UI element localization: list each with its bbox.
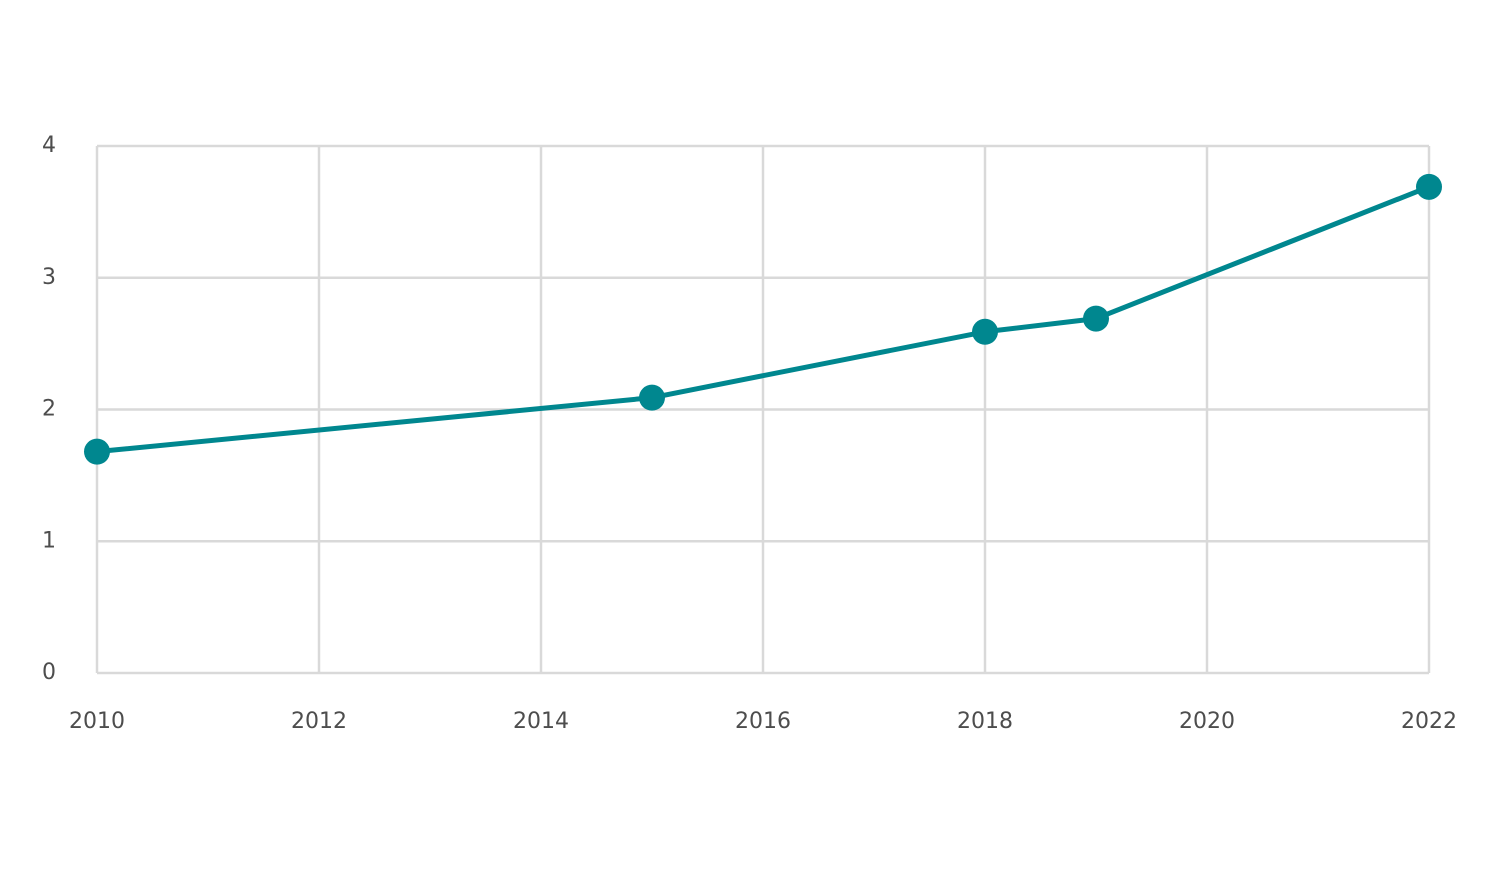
y-tick-label: 3 [42, 265, 56, 290]
y-tick-label: 2 [42, 397, 56, 422]
x-axis-ticks: 2010 2012 2014 2016 2018 2020 2022 [69, 709, 1457, 734]
x-tick-label: 2018 [957, 709, 1013, 734]
x-tick-label: 2012 [291, 709, 347, 734]
y-axis-ticks: 0 1 2 3 4 [42, 133, 56, 685]
data-point [84, 438, 110, 465]
x-tick-label: 2014 [513, 709, 569, 734]
x-tick-label: 2022 [1401, 709, 1457, 734]
data-point [639, 384, 665, 411]
data-point [1416, 173, 1442, 200]
y-tick-label: 4 [42, 133, 56, 158]
y-tick-label: 0 [42, 660, 56, 685]
data-point [972, 318, 998, 345]
series-layer [84, 173, 1442, 465]
data-point [1083, 305, 1109, 332]
grid [95, 144, 1431, 675]
x-tick-label: 2010 [69, 709, 125, 734]
y-tick-label: 1 [42, 528, 56, 553]
x-tick-label: 2016 [735, 709, 791, 734]
x-tick-label: 2020 [1179, 709, 1235, 734]
